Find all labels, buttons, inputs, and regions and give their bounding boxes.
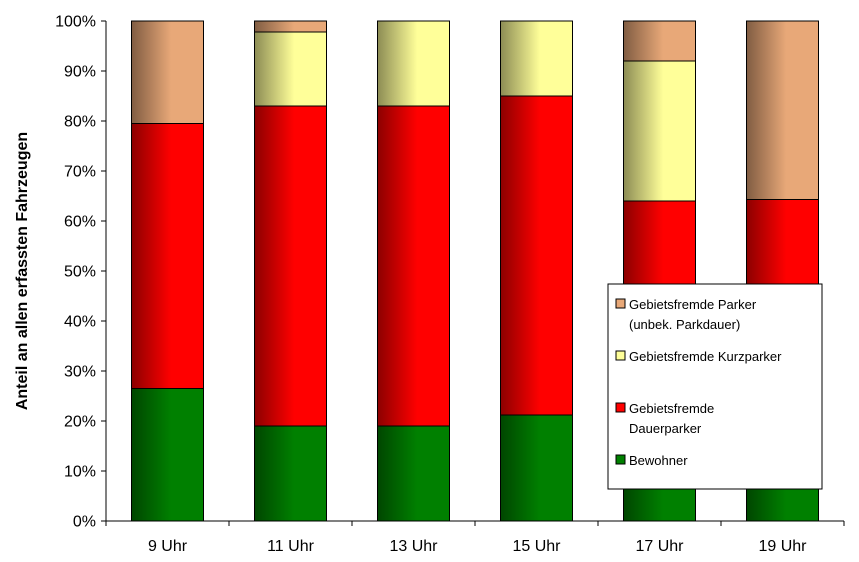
bar-segment-gebietsfremde-kurzparker-5 <box>623 60 696 202</box>
bar-segment-gebietsfremde-parker-unbek-parkdauer-6 <box>746 20 819 200</box>
bar-segment-gebietsfremde-kurzparker-2 <box>254 31 327 107</box>
legend: Gebietsfremde Parker (unbek. Parkdauer) Ge… <box>607 283 823 490</box>
legend-swatch <box>615 402 626 413</box>
y-tick-label: 30% <box>64 364 96 381</box>
legend-swatch <box>615 454 626 465</box>
bars-layer <box>131 20 819 522</box>
x-tick-label: 13 Uhr <box>389 538 438 555</box>
legend-swatch <box>615 298 626 309</box>
legend-swatch <box>615 350 626 361</box>
axes-layer <box>101 20 845 526</box>
bar-segment-gebietsfremde-dauerparker-3 <box>377 105 450 427</box>
legend-label: (unbek. Parkdauer) <box>629 317 740 332</box>
bar-segment-bewohner-4 <box>500 414 573 522</box>
bar-segment-gebietsfremde-dauerparker-4 <box>500 95 573 416</box>
x-tick-label: 17 Uhr <box>635 538 684 555</box>
x-tick-label: 9 Uhr <box>148 538 188 555</box>
bar-segment-gebietsfremde-kurzparker-4 <box>500 20 573 97</box>
y-tick-label: 60% <box>64 214 96 231</box>
y-tick-label: 50% <box>64 264 96 281</box>
tick-labels-layer: 0% 10% 20% 30% 40% 50% 60% 70% 80% 90% 100% 9 Uhr 11… <box>55 14 807 556</box>
legend-label: Dauerparker <box>629 421 702 436</box>
bar-segment-gebietsfremde-dauerparker-2 <box>254 105 327 427</box>
y-tick-label: 90% <box>64 64 96 81</box>
x-tick-label: 15 Uhr <box>512 538 561 555</box>
y-tick-label: 100% <box>55 14 96 31</box>
x-tick-label: 11 Uhr <box>267 538 315 555</box>
legend-label: Gebietsfremde <box>629 401 714 416</box>
legend-box <box>607 283 823 490</box>
legend-label: Gebietsfremde Kurzparker <box>629 349 782 364</box>
bar-segment-bewohner-1 <box>131 388 204 522</box>
bar-segment-gebietsfremde-parker-unbek-parkdauer-1 <box>131 20 204 124</box>
bar-segment-gebietsfremde-parker-unbek-parkdauer-2 <box>254 20 327 33</box>
y-tick-label: 20% <box>64 414 96 431</box>
bar-segment-gebietsfremde-parker-unbek-parkdauer-5 <box>623 20 696 62</box>
y-tick-label: 0% <box>73 514 96 531</box>
x-tick-label: 19 Uhr <box>758 538 807 555</box>
bar-segment-gebietsfremde-kurzparker-3 <box>377 20 450 107</box>
bar-segment-bewohner-3 <box>377 425 450 522</box>
bar-segment-bewohner-2 <box>254 425 327 522</box>
legend-label: Bewohner <box>629 453 688 468</box>
y-tick-label: 80% <box>64 114 96 131</box>
bar-segment-gebietsfremde-dauerparker-1 <box>131 123 204 389</box>
legend-label: Gebietsfremde Parker <box>629 297 757 312</box>
y-tick-label: 70% <box>64 164 96 181</box>
y-tick-label: 40% <box>64 314 96 331</box>
y-tick-label: 10% <box>64 464 96 481</box>
y-axis-title: Anteil an allen erfassten Fahrzeugen <box>14 132 31 410</box>
